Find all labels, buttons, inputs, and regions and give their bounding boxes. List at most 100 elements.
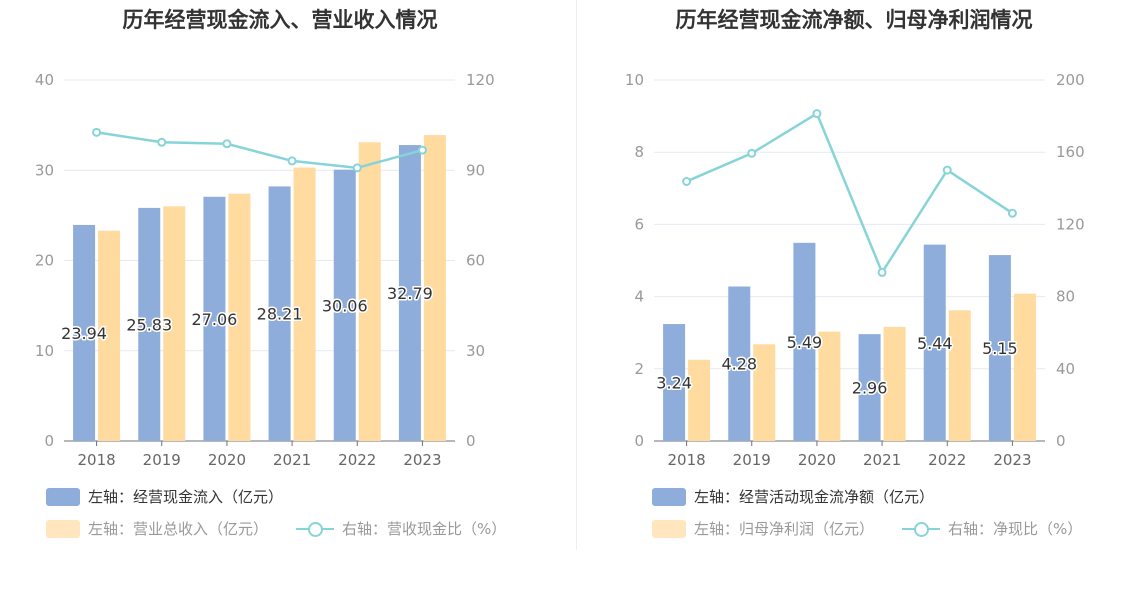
y-right-tick-label: 90: [466, 161, 485, 179]
bar-0-primary-2022: [333, 169, 356, 441]
legend-line-icon: [902, 520, 940, 538]
line-point-2020: [812, 109, 822, 119]
legend-item-net-profit[interactable]: 左轴：归母净利润（亿元）: [652, 518, 874, 539]
y-right-tick-label: 30: [466, 342, 485, 360]
bar-1-secondary-2020: [818, 331, 841, 441]
line-point-2021: [877, 267, 887, 277]
bar-1-primary-2020: [793, 242, 816, 441]
chart-plot-area: 0 0 2 40 4 80 6 120 8 160 10 200 2018 2019 2020 2021 202…: [625, 71, 1085, 469]
line-point-2021: [287, 156, 297, 166]
y-left-tick-label: 0: [44, 432, 54, 450]
x-tick-label: 2021: [863, 451, 901, 469]
bar-1-secondary-2022: [948, 310, 971, 441]
chart-panel-net-cash: 历年经营现金流净额、归母净利润情况 0 0 2 40 4 80 6 120 8 160 10 200 2…: [574, 0, 1148, 589]
bar-1-secondary-2018: [688, 359, 711, 441]
x-tick-label: 2023: [403, 451, 441, 469]
bar-0-secondary-2019: [163, 206, 186, 441]
legend-item-net-cash-ratio[interactable]: 右轴：净现比（%）: [902, 518, 1082, 539]
bar-0-primary-2020: [203, 196, 226, 441]
bar-0-primary-2021: [268, 186, 291, 441]
y-left-tick-label: 10: [625, 71, 644, 89]
y-right-tick-label: 120: [466, 71, 495, 89]
data-label: 5.15: [982, 339, 1018, 358]
bar-1-secondary-2021: [883, 326, 906, 441]
line-point-2018: [682, 176, 692, 186]
bar-0-secondary-2022: [358, 142, 381, 441]
data-label: 5.44: [917, 334, 953, 353]
x-tick-label: 2019: [733, 451, 771, 469]
bar-1-primary-2022: [923, 244, 946, 441]
bar-0-secondary-2023: [423, 135, 446, 442]
legend-label: 右轴：营收现金比（%）: [342, 520, 507, 538]
chart-title: 历年经营现金流入、营业收入情况: [122, 8, 438, 32]
line-point-2020: [222, 139, 232, 149]
bar-0-secondary-2021: [293, 167, 316, 442]
y-left-tick-label: 2: [634, 360, 644, 378]
line-point-2023: [1007, 208, 1017, 218]
data-label: 2.96: [852, 379, 888, 398]
y-right-tick-label: 0: [1056, 432, 1066, 450]
x-tick-label: 2020: [208, 451, 246, 469]
y-right-tick-label: 40: [1056, 360, 1075, 378]
legend-label: 右轴：净现比（%）: [948, 520, 1083, 538]
data-label: 27.06: [192, 310, 238, 329]
data-label: 23.94: [61, 324, 107, 343]
bar-0-secondary-2018: [98, 230, 121, 441]
y-left-tick-label: 20: [35, 252, 54, 270]
y-left-tick-label: 4: [634, 288, 644, 306]
x-tick-label: 2019: [143, 451, 181, 469]
y-right-tick-label: 200: [1056, 71, 1085, 89]
chart-plot-area: 0 0 10 30 20 60 30 90 40 120 2018 2019 2020 2021 2022 2…: [35, 71, 495, 469]
x-tick-label: 2018: [77, 451, 115, 469]
line-point-2023: [417, 145, 427, 155]
legend-line-icon: [296, 520, 334, 538]
panel-divider: [576, 0, 577, 550]
y-left-tick-label: 8: [634, 143, 644, 161]
bar-0-secondary-2020: [228, 193, 251, 441]
bar-1-primary-2018: [663, 324, 686, 441]
legend-item-revenue-cash-ratio[interactable]: 右轴：营收现金比（%）: [296, 518, 506, 539]
line-point-2019: [157, 137, 167, 147]
line-series: [686, 111, 1014, 276]
y-left-tick-label: 6: [634, 215, 644, 233]
y-right-tick-label: 80: [1056, 288, 1075, 306]
legend-label: 左轴：经营活动现金流净额（亿元）: [694, 488, 935, 506]
y-left-tick-label: 0: [634, 432, 644, 450]
chart-title: 历年经营现金流净额、归母净利润情况: [675, 8, 1033, 32]
y-right-tick-label: 60: [466, 252, 485, 270]
bar-1-secondary-2019: [753, 344, 776, 441]
bar-0-primary-2018: [73, 224, 96, 441]
x-tick-label: 2022: [928, 451, 966, 469]
x-tick-label: 2021: [273, 451, 311, 469]
y-left-tick-label: 10: [35, 342, 54, 360]
y-right-tick-label: 0: [466, 432, 476, 450]
legend-item-cash-inflow[interactable]: 左轴：经营现金流入（亿元）: [46, 486, 283, 507]
legend-label: 左轴：营业总收入（亿元）: [88, 520, 269, 538]
bar-0-primary-2023: [398, 145, 421, 441]
data-label: 30.06: [322, 296, 368, 315]
line-point-2019: [747, 148, 757, 158]
data-label: 25.83: [126, 315, 172, 334]
y-right-tick-label: 160: [1056, 143, 1085, 161]
legend-swatch-blue: [46, 487, 80, 506]
bar-0-primary-2019: [138, 207, 161, 441]
x-tick-label: 2022: [338, 451, 376, 469]
data-label: 5.49: [787, 333, 823, 352]
legend-swatch-orange: [46, 519, 80, 538]
x-tick-label: 2023: [993, 451, 1031, 469]
x-tick-label: 2018: [667, 451, 705, 469]
line-point-2022: [352, 163, 362, 173]
data-label: 32.79: [387, 284, 433, 303]
y-left-tick-label: 40: [35, 71, 54, 89]
line-series: [96, 131, 423, 170]
y-left-tick-label: 30: [35, 161, 54, 179]
legend-label: 左轴：归母净利润（亿元）: [694, 520, 875, 538]
data-label: 3.24: [656, 374, 692, 393]
legend-item-revenue[interactable]: 左轴：营业总收入（亿元）: [46, 518, 268, 539]
legend-swatch-orange: [652, 519, 686, 538]
bar-1-primary-2019: [728, 286, 751, 441]
legend-label: 左轴：经营现金流入（亿元）: [88, 488, 284, 506]
x-tick-label: 2020: [798, 451, 836, 469]
legend-item-net-cash-flow[interactable]: 左轴：经营活动现金流净额（亿元）: [652, 486, 934, 507]
bar-1-secondary-2023: [1013, 293, 1036, 441]
